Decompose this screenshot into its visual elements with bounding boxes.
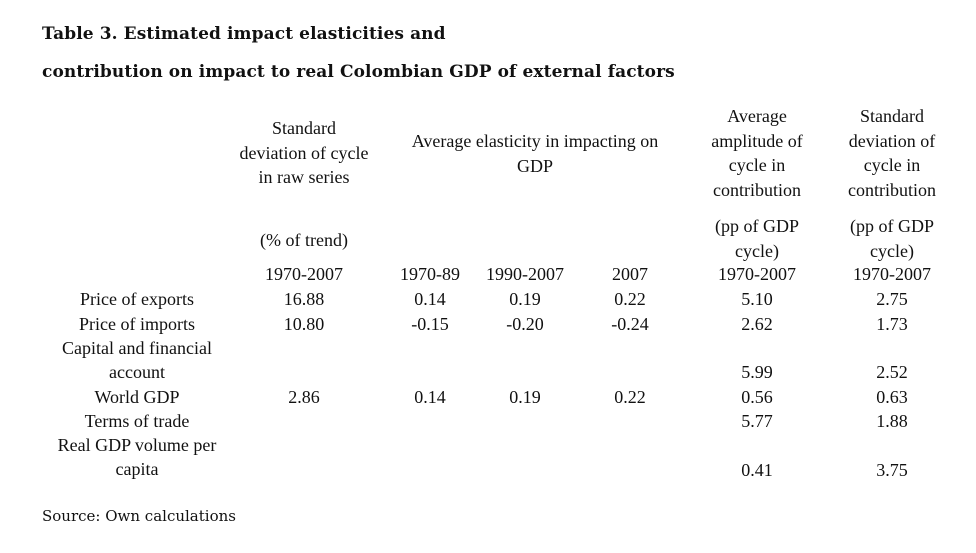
header-amplitude-line: amplitude of: [711, 130, 803, 151]
row-label: Price of imports: [79, 314, 195, 334]
cell-sd-raw: 10.80: [283, 314, 325, 334]
header-period-1990-2007: 1990-2007: [486, 264, 564, 284]
header-sd-raw-line: Standard: [272, 118, 336, 138]
cell-amplitude: 5.10: [741, 289, 773, 309]
cell-amplitude: 5.77: [741, 411, 773, 431]
cell-amplitude: 2.62: [741, 314, 773, 334]
header-sd-contrib-line: contribution: [848, 179, 936, 200]
header-sd-contrib-period: 1970-2007: [853, 264, 931, 284]
cell-elasticity-2007: 0.22: [614, 289, 646, 309]
table-title-line-1: Table 3. Estimated impact elasticities a…: [42, 24, 446, 44]
cell-sd-raw: 2.86: [288, 387, 320, 407]
row-label: capita: [115, 459, 159, 479]
cell-amplitude: 5.99: [741, 362, 773, 382]
row-label: account: [109, 362, 165, 382]
cell-amplitude: 0.41: [741, 460, 773, 480]
cell-elasticity-2007: 0.22: [614, 387, 646, 407]
cell-elasticity-1970-89: 0.14: [414, 387, 446, 407]
cell-sd-contrib: 1.88: [876, 411, 908, 431]
table-title-line-2: contribution on impact to real Colombian…: [42, 62, 675, 82]
cell-elasticity-1970-89: -0.15: [411, 314, 449, 334]
source-note: Source: Own calculations: [42, 507, 236, 525]
header-amplitude-line: cycle in: [728, 155, 786, 175]
cell-sd-contrib: 1.73: [876, 314, 908, 334]
header-sd-contrib-line: deviation of: [848, 130, 936, 151]
cell-elasticity-1990-2007: -0.20: [506, 314, 544, 334]
cell-sd-contrib: 2.52: [876, 362, 908, 382]
cell-amplitude: 0.56: [741, 387, 773, 407]
header-amplitude-unit: (pp of GDP: [715, 216, 799, 236]
header-sd-contrib-unit: (pp of GDP: [850, 216, 934, 236]
header-amplitude-line: Average: [727, 106, 787, 126]
row-label: World GDP: [94, 387, 180, 407]
header-amplitude-unit: cycle): [735, 240, 779, 261]
row-label: Terms of trade: [84, 411, 190, 431]
header-sd-raw-period: 1970-2007: [265, 264, 343, 284]
header-amplitude-line: contribution: [713, 179, 801, 200]
header-elasticity-line: GDP: [516, 155, 553, 176]
row-label: Price of exports: [80, 289, 194, 309]
header-sd-raw-line: in raw series: [258, 167, 350, 187]
header-period-1970-89: 1970-89: [400, 264, 460, 284]
cell-elasticity-1990-2007: 0.19: [509, 289, 541, 309]
cell-elasticity-1970-89: 0.14: [414, 289, 446, 309]
header-sd-contrib-unit: cycle): [870, 240, 914, 261]
row-label: Capital and financial: [62, 338, 212, 358]
header-sd-raw-unit: (% of trend): [260, 230, 348, 250]
cell-sd-raw: 16.88: [283, 289, 325, 309]
cell-sd-contrib: 3.75: [876, 460, 908, 480]
header-elasticity-line: Average elasticity in impacting on: [411, 131, 659, 151]
header-amplitude-period: 1970-2007: [718, 264, 796, 284]
header-sd-contrib-line: cycle in: [863, 155, 921, 175]
row-label: Real GDP volume per: [57, 435, 217, 455]
cell-elasticity-1990-2007: 0.19: [509, 387, 541, 407]
cell-elasticity-2007: -0.24: [611, 314, 649, 334]
cell-sd-contrib: 2.75: [876, 289, 908, 309]
header-sd-contrib-line: Standard: [860, 106, 924, 126]
header-period-2007: 2007: [612, 264, 648, 284]
header-sd-raw-line: deviation of cycle: [239, 142, 369, 163]
cell-sd-contrib: 0.63: [876, 387, 908, 407]
